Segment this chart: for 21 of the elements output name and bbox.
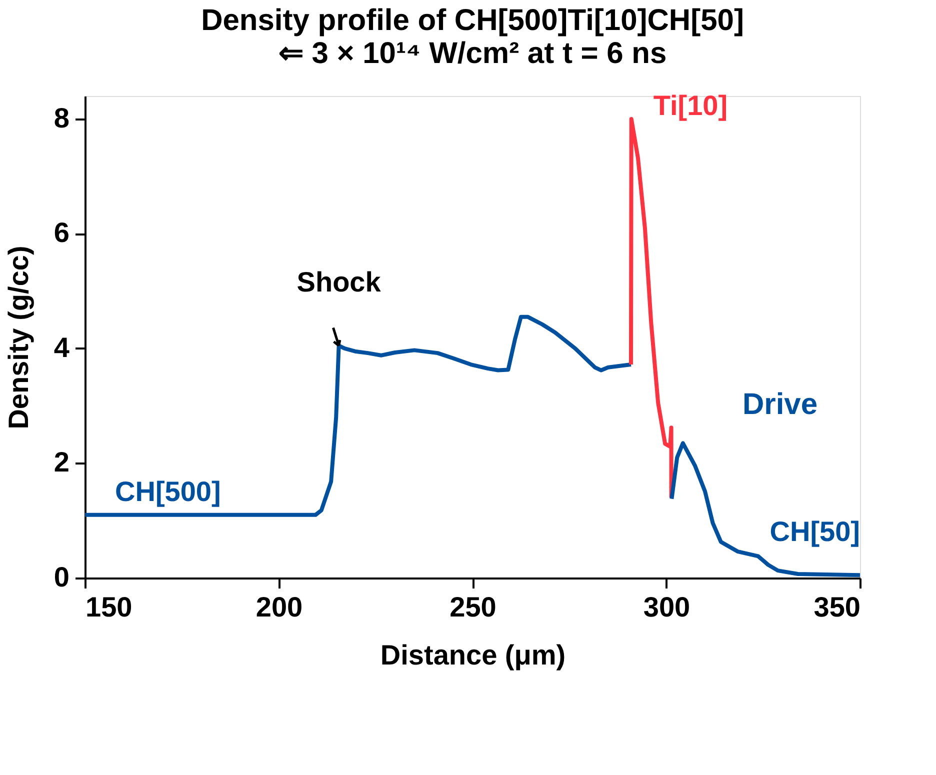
x-tick-label: 200 (256, 592, 303, 622)
x-tick-label: 150 (86, 592, 132, 622)
line-series (83, 314, 633, 517)
chart-subtitle: ⇐ 3 × 10¹⁴ W/cm² at t = 6 ns (278, 36, 667, 70)
y-tick-label: 0 (54, 562, 70, 592)
x-axis-title: Distance (μm) (380, 640, 566, 670)
x-tick-label: 250 (450, 592, 496, 622)
series-label: Ti[10] (653, 90, 728, 121)
y-tick-label: 2 (54, 446, 70, 478)
chart-title: Density profile of CH[500]Ti[10]CH[50] (201, 4, 744, 37)
annotation: Drive (742, 388, 818, 421)
series-label: CH[50] (770, 516, 860, 548)
y-tick-label: 8 (54, 102, 70, 134)
line-series (670, 441, 862, 578)
y-axis-title: Density (g/cc) (2, 246, 34, 430)
annotation: Shock (296, 266, 382, 298)
y-tick-label: 6 (54, 217, 70, 248)
x-tick-label: 350 (814, 592, 860, 622)
x-tick-label: 300 (643, 592, 690, 622)
series-label: CH[500] (115, 476, 221, 507)
y-tick-label: 4 (54, 332, 70, 363)
